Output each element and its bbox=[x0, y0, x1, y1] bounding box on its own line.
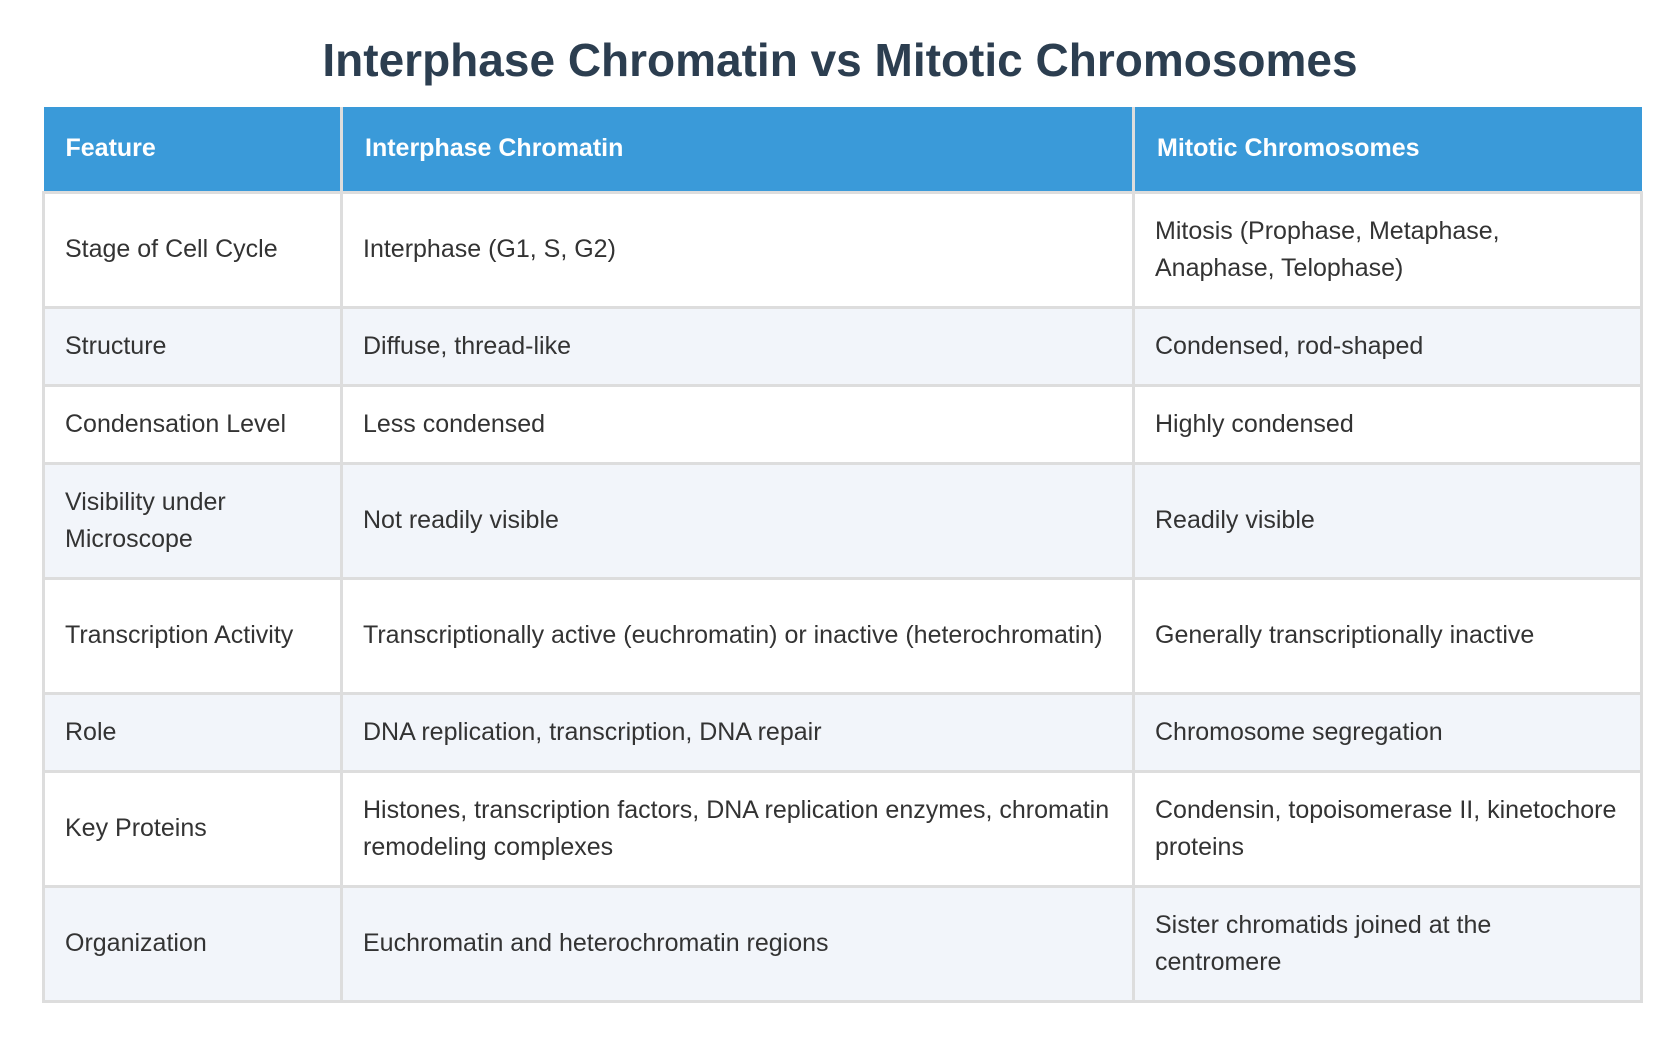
feature-cell: Visibility under Microscope bbox=[42, 461, 343, 580]
header-feature: Feature bbox=[43, 107, 343, 192]
table-row: Stage of Cell Cycle Interphase (G1, S, G… bbox=[42, 190, 1643, 309]
feature-cell: Transcription Activity bbox=[42, 576, 343, 695]
mitotic-cell: Condensed, rod-shaped bbox=[1132, 305, 1643, 387]
feature-cell: Condensation Level bbox=[42, 383, 343, 465]
comparison-table: Feature Interphase Chromatin Mitotic Chr… bbox=[42, 107, 1643, 1003]
feature-cell: Stage of Cell Cycle bbox=[42, 190, 343, 309]
interphase-cell: Diffuse, thread-like bbox=[340, 305, 1135, 387]
feature-cell: Structure bbox=[42, 305, 343, 387]
header-interphase-chromatin: Interphase Chromatin bbox=[341, 107, 1135, 192]
interphase-cell: Less condensed bbox=[340, 383, 1135, 465]
feature-cell: Key Proteins bbox=[42, 769, 343, 888]
table-row: Structure Diffuse, thread-like Condensed… bbox=[42, 305, 1643, 387]
interphase-cell: Not readily visible bbox=[340, 461, 1135, 580]
interphase-cell: DNA replication, transcription, DNA repa… bbox=[340, 691, 1135, 773]
table-header-row: Feature Interphase Chromatin Mitotic Chr… bbox=[43, 107, 1642, 192]
feature-cell: Organization bbox=[42, 884, 343, 1003]
interphase-cell: Euchromatin and heterochromatin regions bbox=[340, 884, 1135, 1003]
page-title: Interphase Chromatin vs Mitotic Chromoso… bbox=[322, 34, 1358, 86]
mitotic-cell: Highly condensed bbox=[1132, 383, 1643, 465]
mitotic-cell: Condensin, topoisomerase II, kinetochore… bbox=[1132, 769, 1643, 888]
mitotic-cell: Generally transcriptionally inactive bbox=[1132, 576, 1643, 695]
interphase-cell: Histones, transcription factors, DNA rep… bbox=[340, 769, 1135, 888]
mitotic-cell: Readily visible bbox=[1132, 461, 1643, 580]
table-row: Organization Euchromatin and heterochrom… bbox=[42, 884, 1643, 1003]
mitotic-cell: Sister chromatids joined at the centrome… bbox=[1132, 884, 1643, 1003]
mitotic-cell: Chromosome segregation bbox=[1132, 691, 1643, 773]
mitotic-cell: Mitosis (Prophase, Metaphase, Anaphase, … bbox=[1132, 190, 1643, 309]
table-row: Condensation Level Less condensed Highly… bbox=[42, 383, 1643, 465]
table-row: Transcription Activity Transcriptionally… bbox=[42, 576, 1643, 695]
header-mitotic-chromosomes: Mitotic Chromosomes bbox=[1133, 107, 1642, 192]
interphase-cell: Transcriptionally active (euchromatin) o… bbox=[340, 576, 1135, 695]
table-row: Role DNA replication, transcription, DNA… bbox=[42, 691, 1643, 773]
table-row: Visibility under Microscope Not readily … bbox=[42, 461, 1643, 580]
interphase-cell: Interphase (G1, S, G2) bbox=[340, 190, 1135, 309]
feature-cell: Role bbox=[42, 691, 343, 773]
table-row: Key Proteins Histones, transcription fac… bbox=[42, 769, 1643, 888]
